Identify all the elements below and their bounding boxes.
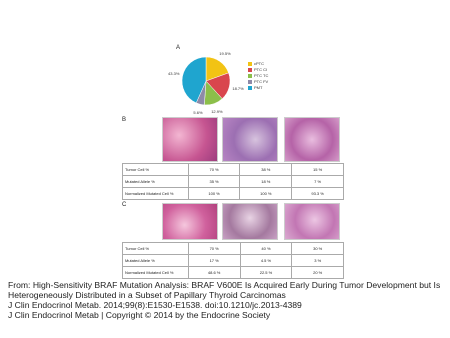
row-header: Mutated Allele % [122, 175, 189, 188]
table-cell: 18 % [239, 175, 293, 188]
row-header: Tumor Cell % [122, 242, 189, 255]
table-cell: 15 % [291, 163, 344, 176]
table-cell: 17 % [187, 254, 241, 267]
histology-image [162, 203, 218, 240]
legend-swatch [248, 86, 252, 90]
panel-label: C [122, 202, 127, 208]
slice-label: 19.5% [219, 51, 231, 56]
data-table: Tumor Cell % 70 % 40 % 30 % Mutated Allele %… [122, 242, 344, 279]
legend-swatch [248, 62, 252, 66]
row-header: Mutated Allele % [122, 254, 189, 267]
table-row: Mutated Allele % 17 % 4.5 % 3 % [122, 254, 344, 267]
table-cell: 20 % [291, 266, 344, 279]
table-cell: 70 % [187, 163, 241, 176]
table-row: Mutated Allele % 35 % 18 % 7 % [122, 175, 344, 188]
panel-label: B [122, 117, 127, 123]
data-table: Tumor Cell % 70 % 38 % 15 % Mutated Allele %… [122, 163, 344, 200]
histology-image [162, 117, 218, 162]
row-header: Normalized Mutated Cell % [122, 187, 189, 200]
table-cell: 100 % [187, 187, 241, 200]
row-header: Tumor Cell % [122, 163, 189, 176]
legend-swatch [248, 68, 252, 72]
slice-label: 43.3% [168, 71, 180, 76]
slice-label: 12.9% [211, 109, 223, 114]
table-cell: 22.5 % [239, 266, 293, 279]
slice-label: 18.7% [232, 86, 244, 91]
table-cell: 4.5 % [239, 254, 293, 267]
legend-swatch [248, 74, 252, 78]
caption-copyright: J Clin Endocrinol Metab | Copyright © 20… [8, 310, 271, 320]
histology-image [222, 117, 278, 162]
table-row: Normalized Mutated Cell % 100 % 100 % 93.3 … [122, 187, 344, 200]
table-cell: 7 % [291, 175, 344, 188]
table-cell: 40 % [239, 242, 293, 255]
legend-label: PMT [254, 85, 263, 90]
slice-label: 5.6% [193, 110, 203, 115]
legend-swatch [248, 80, 252, 84]
table-row: Tumor Cell % 70 % 40 % 30 % [122, 242, 344, 255]
table-cell: 48.6 % [187, 266, 241, 279]
panel-label: A [176, 45, 181, 51]
legend-label: PTC TC [254, 73, 268, 78]
table-cell: 3 % [291, 254, 344, 267]
table-cell: 30 % [291, 242, 344, 255]
table-cell: 35 % [187, 175, 241, 188]
caption-citation: J Clin Endocrinol Metab. 2014;99(8):E153… [8, 300, 302, 310]
row-header: Normalized Mutated Cell % [122, 266, 189, 279]
table-cell: 93.3 % [291, 187, 344, 200]
legend-label: PTC CI [254, 67, 267, 72]
legend-label: PTC FV [254, 79, 269, 84]
table-row: Tumor Cell % 70 % 38 % 15 % [122, 163, 344, 176]
histology-image [284, 203, 340, 240]
table-cell: 70 % [187, 242, 241, 255]
table-row: Normalized Mutated Cell % 48.6 % 22.5 % 20 … [122, 266, 344, 279]
table-cell: 100 % [239, 187, 293, 200]
legend-label: cPTC [254, 61, 264, 66]
caption-source: From: High-Sensitivity BRAF Mutation Ana… [8, 280, 441, 300]
histology-image [284, 117, 340, 162]
histology-image [222, 203, 278, 240]
pie-slice [181, 56, 207, 104]
table-cell: 38 % [239, 163, 293, 176]
